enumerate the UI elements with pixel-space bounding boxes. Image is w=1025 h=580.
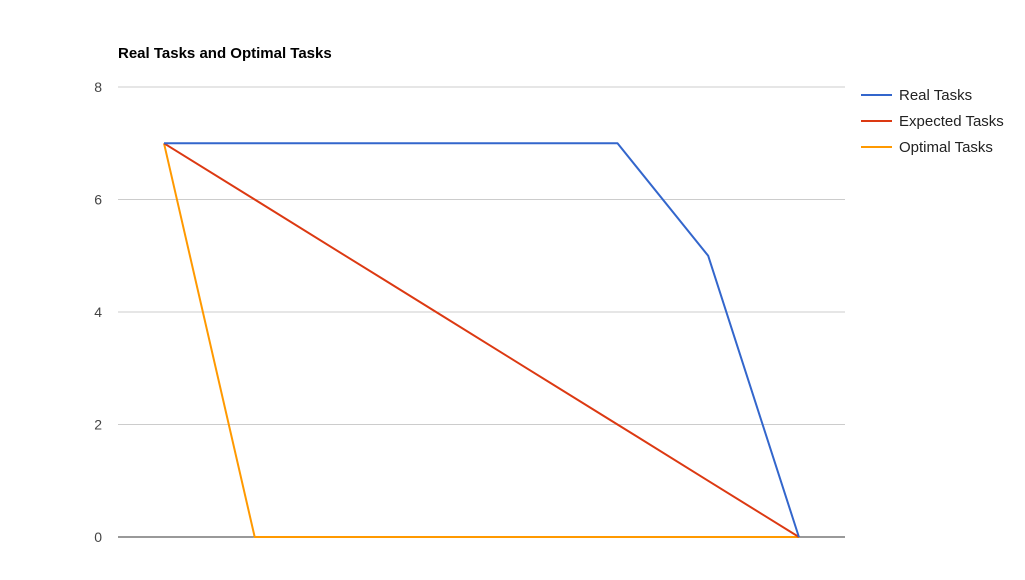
series-lines: [163, 142, 800, 538]
legend-label: Expected Tasks: [899, 113, 1004, 130]
legend-item-expected-tasks[interactable]: Expected Tasks: [861, 113, 1004, 130]
y-tick-label: 8: [94, 79, 102, 95]
legend-item-real-tasks[interactable]: Real Tasks: [861, 87, 972, 104]
series-line-real-tasks: [164, 142, 800, 538]
chart-title: Real Tasks and Optimal Tasks: [118, 45, 332, 62]
series-line-optimal-tasks: [163, 143, 799, 538]
y-axis-ticks: 0 2 4 6 8: [94, 79, 102, 545]
legend-label: Optimal Tasks: [899, 139, 993, 156]
legend-item-optimal-tasks[interactable]: Optimal Tasks: [861, 139, 993, 156]
y-tick-label: 4: [94, 304, 102, 320]
y-tick-label: 6: [94, 192, 102, 208]
y-tick-label: 0: [94, 529, 102, 545]
y-tick-label: 2: [94, 417, 102, 433]
series-line-expected-tasks: [163, 142, 800, 538]
gridlines: [118, 86, 845, 538]
legend-label: Real Tasks: [899, 87, 972, 104]
legend: Real Tasks Expected Tasks Optimal Tasks: [861, 87, 1004, 156]
